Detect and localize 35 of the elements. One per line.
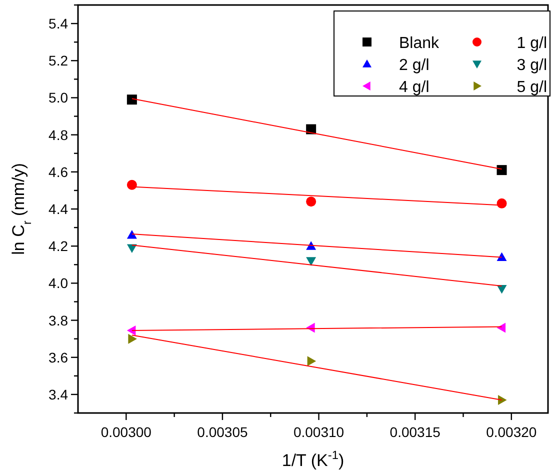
point [496, 198, 507, 208]
y-tick-label: 4.6 [48, 164, 68, 180]
point [128, 334, 137, 344]
legend-label: Blank [399, 35, 440, 52]
x-tick-label: 0.00300 [100, 424, 152, 440]
point [306, 196, 316, 207]
point [126, 94, 137, 105]
point [498, 395, 507, 406]
y-tick-label: 4.8 [48, 126, 68, 143]
x-tick-label: 0.00305 [197, 424, 248, 440]
point [306, 124, 316, 134]
x-tick-label: 0.00315 [390, 424, 441, 440]
y-tick-label: 4.2 [48, 238, 68, 254]
y-tick-label: 4.0 [48, 275, 68, 292]
point [126, 180, 137, 190]
y-tick-label: 3.6 [48, 349, 68, 366]
y-tick-label: 5.0 [48, 90, 68, 106]
legend-label: 3 g/l [516, 57, 547, 74]
y-tick-label: 5.2 [48, 52, 68, 69]
point [306, 257, 316, 266]
point [496, 165, 507, 176]
point [126, 244, 137, 253]
legend-label: 5 g/l [516, 79, 547, 96]
x-tick-label: 0.00310 [293, 424, 344, 440]
x-axis-title: 1/T (K$^{-1}$) [282, 448, 344, 470]
x-tick-label: 0.00320 [486, 424, 537, 440]
point [307, 356, 316, 366]
y-tick-label: 3.4 [48, 386, 68, 402]
point [496, 252, 507, 261]
y-tick-label: 4.4 [48, 201, 68, 217]
y-tick-label: 5.4 [48, 16, 68, 32]
legend-label: 1 g/l [516, 35, 547, 52]
y-tick-label: 3.8 [48, 312, 68, 328]
legend-label: 4 g/l [399, 79, 430, 96]
legend-label: 2 g/l [399, 57, 430, 74]
